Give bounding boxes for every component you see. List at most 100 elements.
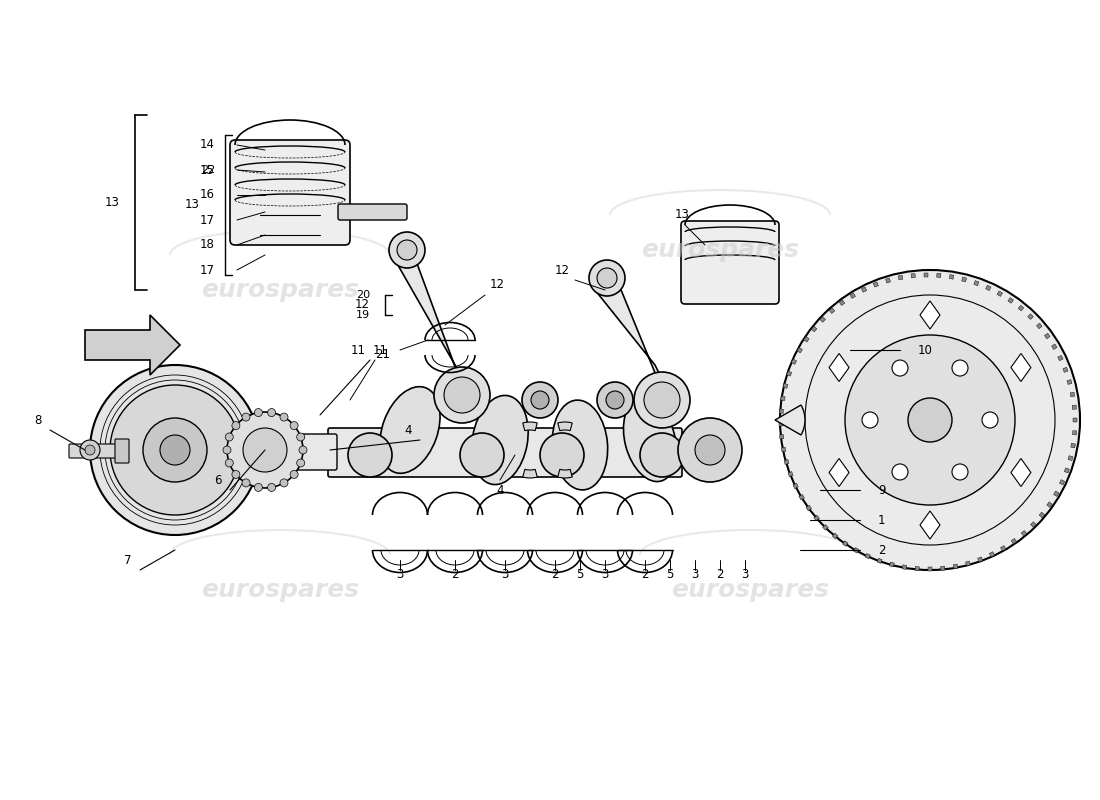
Circle shape — [299, 446, 307, 454]
Bar — [1027, 314, 1033, 319]
Bar — [833, 533, 838, 538]
FancyBboxPatch shape — [328, 428, 682, 477]
Text: 13: 13 — [106, 196, 120, 209]
Circle shape — [434, 367, 490, 423]
Ellipse shape — [379, 386, 440, 474]
Polygon shape — [395, 250, 470, 405]
FancyBboxPatch shape — [248, 434, 337, 470]
Text: 12: 12 — [556, 263, 570, 277]
Bar — [784, 459, 789, 465]
Text: 8: 8 — [34, 414, 42, 426]
Bar — [886, 278, 891, 283]
Bar — [1068, 456, 1072, 461]
Text: 3: 3 — [502, 569, 508, 582]
Bar — [791, 359, 796, 364]
Text: 4: 4 — [496, 483, 504, 497]
Circle shape — [280, 479, 288, 487]
Circle shape — [597, 268, 617, 288]
Wedge shape — [522, 470, 537, 478]
Circle shape — [862, 412, 878, 428]
Circle shape — [297, 433, 305, 441]
Bar — [954, 564, 958, 569]
Bar — [812, 326, 817, 332]
Circle shape — [640, 433, 684, 477]
Bar — [823, 525, 828, 530]
Bar — [806, 505, 812, 510]
Circle shape — [446, 391, 464, 409]
Bar — [928, 567, 932, 571]
Wedge shape — [522, 422, 537, 430]
Bar — [1047, 502, 1053, 507]
Bar — [798, 347, 802, 353]
Bar — [861, 287, 867, 292]
Text: 5: 5 — [667, 569, 673, 582]
Circle shape — [226, 459, 233, 467]
Circle shape — [297, 459, 305, 467]
Polygon shape — [595, 280, 670, 410]
Text: 1: 1 — [878, 514, 886, 526]
Circle shape — [892, 464, 907, 480]
Polygon shape — [829, 354, 849, 382]
Circle shape — [254, 409, 263, 417]
Bar — [1052, 344, 1057, 350]
Polygon shape — [829, 458, 849, 486]
Bar — [1045, 334, 1050, 339]
Bar — [924, 273, 928, 277]
Ellipse shape — [472, 395, 528, 485]
Circle shape — [143, 418, 207, 482]
Bar — [1036, 323, 1042, 329]
Bar — [779, 409, 783, 414]
Text: 9: 9 — [878, 483, 886, 497]
Circle shape — [437, 382, 473, 418]
Text: 13: 13 — [675, 209, 690, 222]
Bar — [989, 552, 994, 557]
FancyBboxPatch shape — [116, 439, 129, 463]
Text: 2: 2 — [551, 569, 559, 582]
Circle shape — [232, 470, 240, 478]
Bar — [1065, 468, 1069, 473]
Text: 13: 13 — [185, 198, 200, 211]
Circle shape — [160, 435, 190, 465]
Circle shape — [226, 433, 233, 441]
Bar — [1001, 546, 1006, 551]
Bar — [781, 396, 785, 401]
Bar — [899, 275, 903, 280]
Bar — [1067, 379, 1071, 385]
Bar — [788, 471, 793, 477]
Polygon shape — [85, 315, 180, 375]
Circle shape — [597, 382, 632, 418]
Bar — [966, 561, 970, 566]
Bar — [786, 371, 792, 376]
Circle shape — [90, 365, 260, 535]
Circle shape — [267, 483, 276, 491]
Bar — [1019, 306, 1024, 311]
Text: 11: 11 — [351, 343, 365, 357]
Bar — [1040, 512, 1045, 518]
FancyBboxPatch shape — [338, 204, 407, 220]
Bar — [911, 274, 915, 278]
Circle shape — [695, 435, 725, 465]
Bar — [793, 483, 799, 489]
Bar — [961, 277, 967, 282]
Text: 17: 17 — [200, 214, 214, 226]
FancyBboxPatch shape — [69, 444, 126, 458]
Text: 7: 7 — [124, 554, 132, 566]
Text: 14: 14 — [200, 138, 214, 151]
Circle shape — [80, 440, 100, 460]
Text: eurospares: eurospares — [671, 578, 829, 602]
Text: 20: 20 — [356, 290, 370, 300]
Circle shape — [290, 470, 298, 478]
Polygon shape — [1011, 354, 1031, 382]
Circle shape — [892, 360, 907, 376]
Bar — [843, 541, 848, 546]
Bar — [1021, 530, 1026, 536]
Bar — [799, 494, 804, 500]
Bar — [854, 547, 859, 553]
Text: 3: 3 — [602, 569, 608, 582]
Bar — [850, 293, 856, 298]
Text: 15: 15 — [200, 163, 214, 177]
Bar — [873, 282, 879, 287]
Circle shape — [85, 445, 95, 455]
Text: 12: 12 — [355, 298, 370, 311]
Bar — [940, 566, 945, 570]
